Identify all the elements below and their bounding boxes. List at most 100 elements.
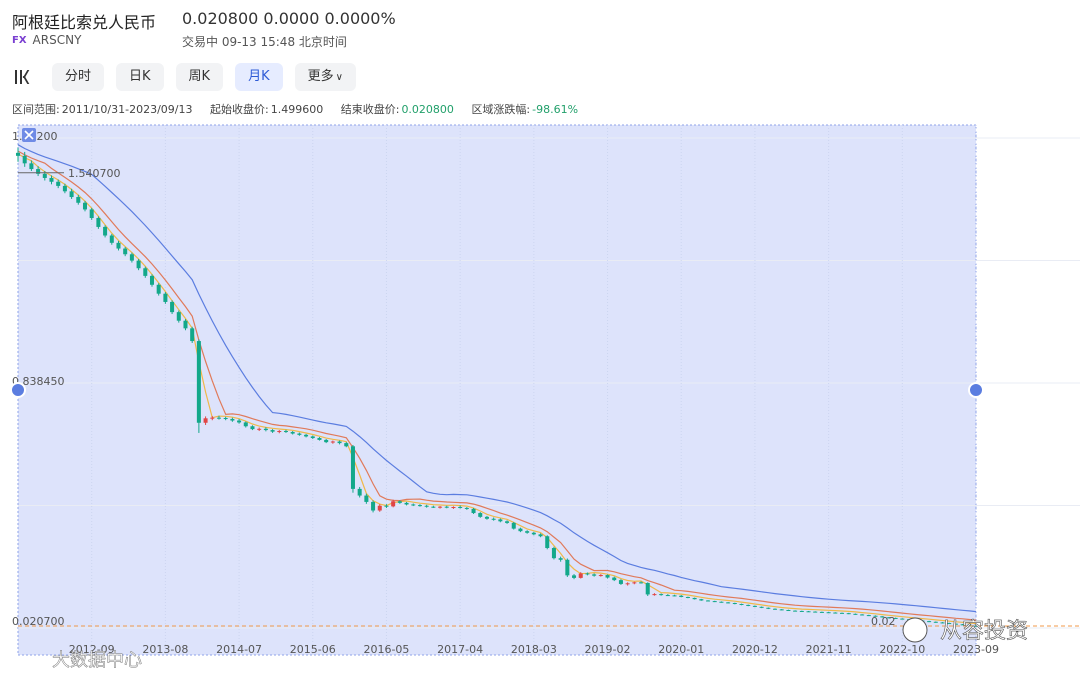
tab-daily[interactable]: 日K (116, 63, 164, 91)
candle-body (270, 430, 275, 432)
candle-body (56, 181, 61, 186)
kline-chart[interactable]: 2012-09 2013-08 2014-07 2015-06 2016-05 2017-… (0, 120, 1080, 668)
candle-body (779, 609, 784, 611)
candle-body (545, 536, 550, 549)
end-close-value: 0.020800 (401, 103, 454, 116)
tab-intraday[interactable]: 分时 (52, 63, 105, 91)
x-axis-tick-label: 2013-08 (142, 643, 188, 656)
candle-body (297, 433, 302, 435)
candle-body (223, 417, 228, 419)
instrument-name: 阿根廷比索兑人民币 (12, 13, 157, 32)
candle-body (103, 226, 108, 236)
candle-body (880, 616, 885, 618)
candle-body (518, 528, 523, 532)
candle-body (685, 596, 690, 598)
candle-body (927, 621, 932, 623)
candle-body (572, 575, 577, 578)
candle-body (404, 502, 409, 505)
candle-body (819, 611, 824, 613)
candle-body (860, 614, 865, 616)
candle-body (873, 615, 878, 617)
candle-body (840, 612, 845, 614)
candle-body (377, 505, 382, 511)
x-axis-tick-label: 2017-04 (437, 643, 483, 656)
selection-region[interactable] (17, 124, 977, 656)
price-quote: 0.020800 0.0000 0.0000% (182, 9, 396, 28)
candle-body (350, 446, 355, 489)
symbol-row: FX ARSCNY (12, 33, 81, 47)
candle-body (384, 505, 389, 507)
candle-body (498, 519, 503, 522)
candle-body (411, 504, 416, 506)
candle-body (531, 532, 536, 535)
candle-body (42, 173, 47, 178)
x-axis-tick-label: 2016-05 (363, 643, 409, 656)
candle-body (813, 611, 818, 613)
candle-body (277, 431, 282, 433)
candle-body (451, 507, 456, 509)
candle-body (109, 235, 114, 243)
y-axis-tick-label: 0.020700 (12, 615, 65, 628)
kline-icon[interactable] (12, 66, 34, 88)
range-handle-right[interactable] (968, 382, 984, 398)
candle-body (538, 534, 543, 537)
candle-body (947, 623, 952, 625)
watermark-text: 从容投资 (940, 619, 1028, 644)
trading-status: 交易中 09-13 15:48 北京时间 (182, 35, 347, 49)
candle-body (752, 605, 757, 607)
candle-body (592, 574, 597, 576)
candle-body (900, 618, 905, 620)
candle-body (612, 577, 617, 581)
candle-body (933, 621, 938, 623)
candle-body (364, 495, 369, 502)
candle-body (712, 601, 717, 603)
tab-more-label: 更多 (307, 69, 334, 84)
candle-body (29, 163, 34, 170)
candle-body (639, 582, 644, 584)
candle-body (886, 617, 891, 619)
candle-body (176, 312, 181, 321)
period-toolbar: 分时 日K 周K 月K 更多 ∨ (12, 62, 368, 92)
range-handle-left[interactable] (10, 382, 26, 398)
candle-body (525, 531, 530, 533)
candle-body (726, 602, 731, 604)
candle-body (324, 439, 329, 443)
candle-body (344, 443, 349, 447)
candle-body (967, 624, 972, 626)
candle-body (210, 417, 215, 419)
tab-weekly[interactable]: 周K (175, 63, 224, 91)
candle-body (786, 610, 791, 612)
candle-body (598, 575, 603, 577)
candle-body (806, 611, 811, 613)
wechat-icon (902, 617, 928, 643)
candle-body (76, 197, 81, 203)
candle-body (793, 610, 798, 612)
candle-body (183, 320, 188, 329)
candle-body (391, 501, 396, 507)
candle-body (632, 582, 637, 584)
candle-body (558, 558, 563, 560)
range-value: 2011/10/31-2023/09/13 (61, 103, 193, 116)
tab-monthly[interactable]: 月K (235, 63, 283, 91)
candle-body (833, 612, 838, 614)
candle-body (237, 420, 242, 423)
candle-body (417, 505, 422, 507)
tab-more[interactable]: 更多 ∨ (294, 63, 356, 91)
candle-body (283, 431, 288, 433)
candle-body (505, 521, 510, 523)
candle-body (484, 516, 489, 519)
candle-body (143, 268, 148, 276)
candle-body (826, 612, 831, 614)
candle-body (263, 428, 268, 431)
start-close-value: 1.499600 (270, 103, 324, 116)
candle-body (511, 522, 516, 529)
x-axis-tick-label: 2012-09 (69, 643, 115, 656)
candle-body (230, 418, 235, 421)
candle-body (478, 513, 483, 517)
ma-line-5 (17, 150, 977, 621)
watermark-text-2: 大数据中心 (52, 650, 142, 668)
close-icon[interactable] (22, 128, 36, 142)
x-axis-tick-label: 2020-12 (732, 643, 778, 656)
start-close-label: 起始收盘价: (210, 103, 269, 116)
candle-body (371, 501, 376, 511)
